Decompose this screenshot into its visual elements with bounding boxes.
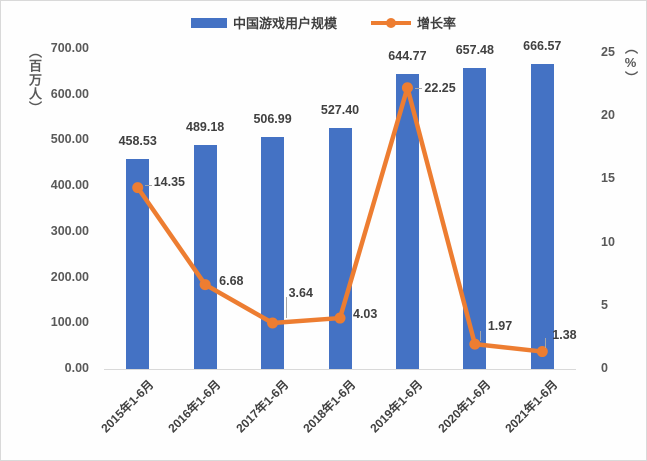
bar-series-label: 中国游戏用户规模: [232, 16, 337, 31]
label-leader-line: [545, 337, 547, 348]
label-leader-line: [479, 331, 481, 342]
left-axis-tick-label: 700.00: [50, 41, 89, 55]
legend: 中国游戏用户规模 增长率: [1, 13, 646, 32]
bar: [328, 127, 352, 369]
right-axis-tick-label: 5: [601, 297, 608, 312]
x-axis-category-label: 2021年1-6月: [502, 377, 561, 436]
x-axis-category-label: 2019年1-6月: [367, 377, 426, 436]
bar-value-label: 657.48: [455, 43, 494, 58]
right-axis-tick-label: 20: [601, 108, 615, 123]
label-leader-line: [144, 184, 152, 186]
line-value-label: 6.68: [219, 273, 244, 288]
bar: [126, 159, 150, 369]
line-value-label: 4.03: [353, 307, 378, 322]
left-axis-tick-label: 200.00: [50, 269, 89, 284]
bar: [395, 74, 419, 369]
left-axis-title: （百万人）: [27, 45, 42, 115]
right-axis-tick-label: 25: [601, 45, 615, 59]
left-axis-tick-label: 0.00: [64, 361, 89, 375]
left-axis-tick-label: 300.00: [50, 223, 89, 238]
bar-series-swatch: [190, 17, 227, 28]
bar-value-label: 489.18: [186, 120, 225, 135]
bar: [193, 145, 217, 369]
left-axis-tick-label: 500.00: [50, 132, 89, 147]
legend-item-growth: 增长率: [371, 13, 456, 32]
legend-item-users: 中国游戏用户规模: [190, 13, 337, 32]
bar: [261, 137, 285, 369]
label-leader-line: [415, 87, 423, 89]
right-axis-tick-label: 15: [601, 171, 615, 186]
x-axis-line: [104, 369, 576, 370]
bar: [530, 64, 554, 369]
line-value-label: 22.25: [424, 80, 456, 95]
bar-value-label: 666.57: [523, 39, 562, 54]
x-axis-category-label: 2018年1-6月: [300, 377, 359, 436]
left-axis-tick-label: 600.00: [50, 86, 89, 101]
line-value-label: 14.35: [153, 174, 185, 189]
line-series-swatch: [371, 17, 411, 28]
label-leader-line: [285, 296, 287, 318]
right-axis-tick-label: 10: [601, 234, 615, 249]
bar-value-label: 527.40: [320, 102, 360, 117]
line-value-label: 3.64: [288, 285, 313, 300]
bar-value-label: 458.53: [118, 134, 157, 149]
bar-value-label: 644.77: [388, 49, 427, 64]
right-axis-tick-label: 0: [601, 361, 608, 375]
x-axis-category-label: 2017年1-6月: [232, 377, 291, 436]
line-series-label: 增长率: [417, 16, 457, 31]
x-axis-category-label: 2020年1-6月: [435, 377, 494, 436]
left-axis-tick-label: 100.00: [50, 315, 89, 330]
bar: [463, 68, 487, 369]
line-value-label: 1.97: [487, 319, 513, 334]
x-axis-category-label: 2016年1-6月: [165, 377, 224, 436]
line-value-label: 1.38: [552, 327, 577, 342]
x-axis-category-label: 2015年1-6月: [98, 377, 157, 436]
left-axis-tick-label: 400.00: [50, 178, 89, 193]
bar-value-label: 506.99: [253, 112, 292, 127]
right-axis-title: （%）: [623, 41, 638, 85]
